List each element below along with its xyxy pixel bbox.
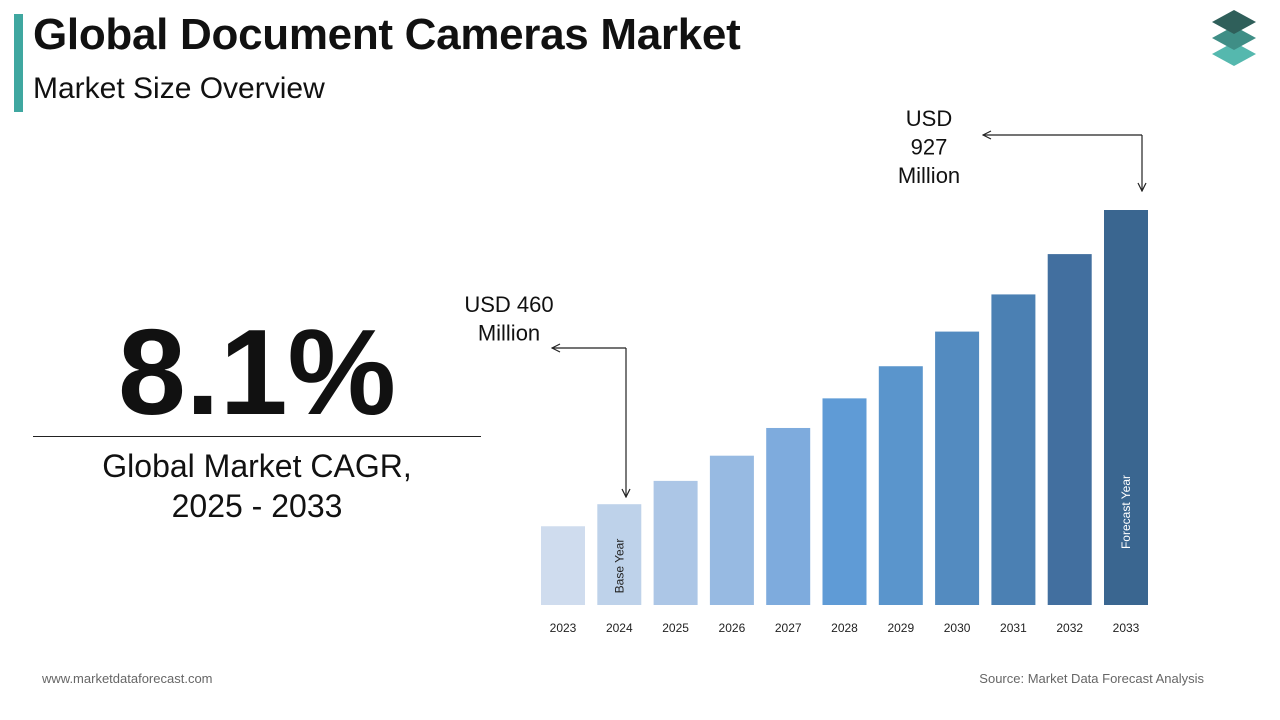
callout-2024-line-1: USD 460 — [464, 292, 553, 317]
bar-label-2033: Forecast Year — [1119, 475, 1133, 549]
logo-layer-bottom — [1212, 42, 1256, 66]
logo-layer-middle — [1212, 26, 1256, 50]
footer-source: Source: Market Data Forecast Analysis — [979, 671, 1204, 686]
cagr-label: Global Market CAGR, 2025 - 2033 — [33, 446, 481, 526]
layered-stack-icon — [1212, 10, 1256, 66]
x-tick-label-2032: 2032 — [1056, 621, 1083, 635]
bar-2025 — [653, 480, 698, 605]
callout-2024-line-2: Million — [478, 321, 540, 346]
cagr-value: 8.1% — [117, 304, 397, 440]
x-tick-label-2030: 2030 — [944, 621, 971, 635]
page-subtitle: Market Size Overview — [33, 72, 325, 105]
tick-labels-layer: 2023 2024 Base Year 2025 2026 2027 2028 2029 203… — [550, 475, 1140, 635]
cagr-divider — [33, 436, 481, 437]
cagr-label-line2: 2025 - 2033 — [171, 488, 343, 524]
x-tick-label-2033: 2033 — [1113, 621, 1140, 635]
x-tick-label-2026: 2026 — [719, 621, 746, 635]
bar-2030 — [935, 331, 980, 605]
callout-2033-line-2: 927 — [911, 135, 948, 160]
bar-2023 — [541, 526, 585, 605]
cagr-label-line1: Global Market CAGR, — [102, 448, 412, 484]
accent-bar — [14, 14, 23, 112]
page-title: Global Document Cameras Market — [33, 10, 741, 59]
x-tick-label-2029: 2029 — [887, 621, 914, 635]
bar-2032 — [1047, 254, 1092, 605]
callout-2033-line-3: Million — [898, 163, 960, 188]
bar-label-2024: Base Year — [612, 539, 626, 594]
bar-2026 — [709, 455, 754, 605]
bar-2033 — [1104, 210, 1148, 605]
bar-2024 — [597, 504, 642, 605]
x-tick-label-2031: 2031 — [1000, 621, 1027, 635]
callouts-layer: USD 460 Million USD 927 Million — [464, 106, 1142, 497]
bar-2029 — [878, 366, 923, 605]
logo-layer-top — [1212, 10, 1256, 34]
bars-layer — [541, 210, 1148, 605]
x-tick-label-2028: 2028 — [831, 621, 858, 635]
x-tick-label-2025: 2025 — [662, 621, 689, 635]
bar-2031 — [991, 294, 1036, 605]
callout-2033-line-1: USD — [906, 106, 952, 131]
bar-2028 — [822, 398, 867, 605]
x-tick-label-2027: 2027 — [775, 621, 802, 635]
footer-website: www.marketdataforecast.com — [42, 671, 213, 686]
bar-2027 — [766, 427, 811, 605]
x-tick-label-2024: 2024 — [606, 621, 633, 635]
x-tick-label-2023: 2023 — [550, 621, 577, 635]
